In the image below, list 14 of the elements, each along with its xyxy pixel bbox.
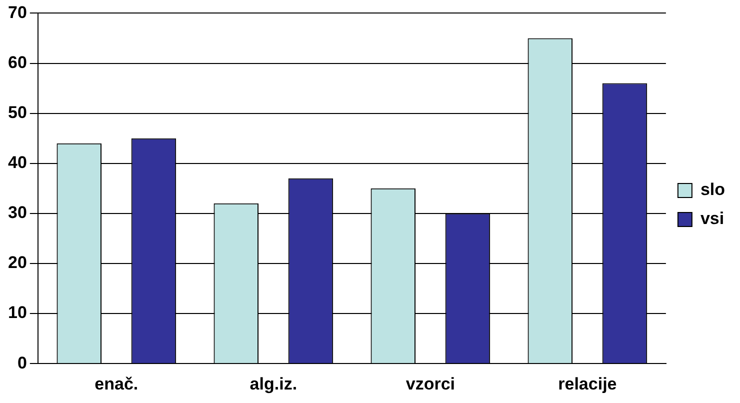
y-tick-label: 70 — [8, 2, 27, 22]
x-tick-label: relacije — [558, 374, 617, 394]
y-tick-label: 30 — [8, 203, 27, 222]
legend-label: vsi — [700, 209, 724, 228]
x-tick-label: vzorci — [406, 374, 455, 394]
x-tick-label: alg.iz. — [250, 374, 298, 394]
y-tick-label: 60 — [8, 52, 27, 72]
x-tick-label: enač. — [94, 374, 138, 394]
y-tick-label: 10 — [8, 303, 27, 322]
y-tick-label: 20 — [8, 253, 27, 272]
y-tick-label: 50 — [8, 103, 27, 122]
legend-label: slo — [700, 180, 725, 200]
y-tick-label: 40 — [8, 153, 27, 172]
y-tick-label: 0 — [17, 353, 27, 372]
